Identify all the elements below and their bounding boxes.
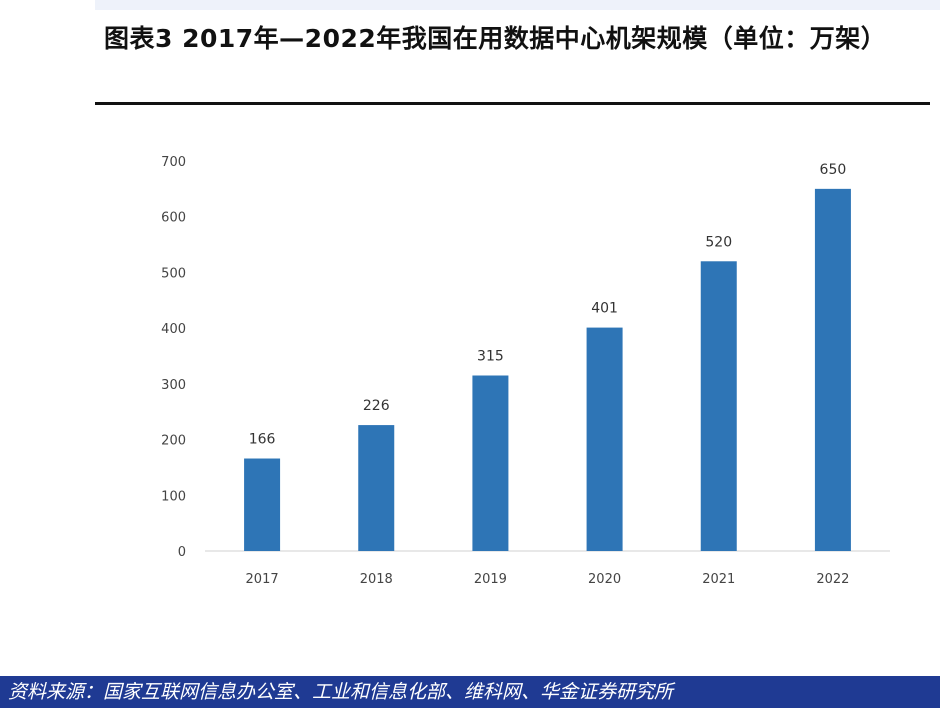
y-tick-label: 500 bbox=[161, 266, 186, 281]
x-tick-label: 2017 bbox=[246, 572, 279, 587]
data-label: 401 bbox=[591, 301, 618, 317]
data-label: 650 bbox=[820, 162, 847, 178]
y-tick-label: 100 bbox=[161, 489, 186, 504]
bar bbox=[244, 458, 281, 551]
x-tick-label: 2022 bbox=[816, 572, 849, 587]
bar-chart: 0 100 200 300 400 500 600 700 166 2017 226 2018 315 2… bbox=[161, 155, 890, 587]
title-divider bbox=[95, 102, 930, 105]
y-tick-label: 200 bbox=[161, 434, 186, 449]
data-label: 166 bbox=[249, 432, 276, 448]
y-tick-label: 400 bbox=[161, 322, 186, 337]
y-tick-label: 700 bbox=[161, 155, 186, 170]
data-label: 520 bbox=[705, 234, 732, 250]
bar bbox=[586, 327, 623, 551]
x-tick-label: 2020 bbox=[588, 572, 621, 587]
bar bbox=[814, 188, 851, 551]
y-tick-label: 300 bbox=[161, 378, 186, 393]
data-label: 226 bbox=[363, 398, 390, 414]
x-tick-label: 2021 bbox=[702, 572, 735, 587]
bar bbox=[358, 425, 395, 551]
y-tick-label: 0 bbox=[178, 545, 186, 560]
bar bbox=[472, 375, 509, 551]
chart-title: 图表3 2017年—2022年我国在用数据中心机架规模（单位：万架） bbox=[104, 24, 887, 53]
source-text: 资料来源：国家互联网信息办公室、工业和信息化部、维科网、华金证券研究所 bbox=[8, 681, 674, 703]
top-band bbox=[95, 0, 940, 10]
x-tick-label: 2019 bbox=[474, 572, 507, 587]
y-tick-label: 600 bbox=[161, 211, 186, 226]
x-tick-label: 2018 bbox=[360, 572, 393, 587]
source-footer: 资料来源：国家互联网信息办公室、工业和信息化部、维科网、华金证券研究所 bbox=[0, 676, 940, 708]
data-label: 315 bbox=[477, 349, 504, 365]
bar bbox=[700, 261, 737, 551]
